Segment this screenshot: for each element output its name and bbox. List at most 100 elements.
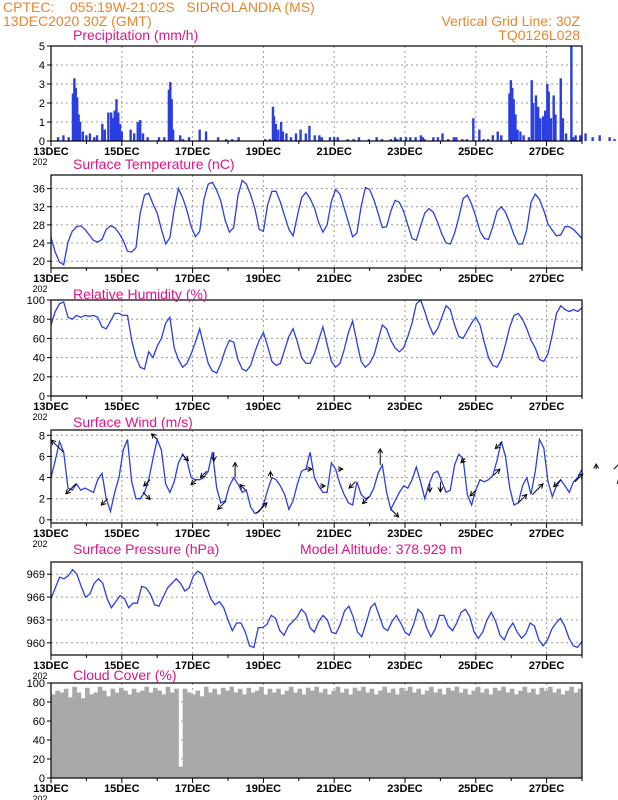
cloud-bar	[242, 694, 247, 778]
cloud-bar	[203, 686, 209, 778]
cloud-bar	[403, 690, 409, 778]
pres-xtick-label: 21DEC	[316, 660, 352, 672]
cloud-bar	[437, 688, 443, 778]
wind-vector-head	[65, 488, 71, 495]
wind-xtick-label: 23DEC	[387, 528, 423, 540]
precip-bar	[181, 139, 185, 141]
cloud-ytick-label: 20	[33, 754, 45, 766]
cloud-bar	[208, 692, 213, 778]
cloud-bar	[450, 690, 455, 778]
cloud-bar	[492, 687, 498, 778]
cloud-ytick-label: 0	[39, 773, 45, 785]
cloud-bar	[441, 694, 447, 778]
precip-bar	[333, 137, 336, 141]
precip-bar	[559, 78, 562, 141]
precip-bar	[88, 133, 92, 141]
precip-bar	[73, 78, 76, 141]
wind-vector	[200, 470, 208, 478]
rh-ytick-label: 40	[33, 353, 45, 365]
temp-xtick-label: 15DEC	[104, 273, 140, 285]
wind-vector-head	[361, 498, 368, 505]
precip-frame	[50, 45, 583, 142]
precip-bar	[231, 139, 234, 141]
precip-bar	[419, 135, 423, 141]
wind-year-stub: 202	[32, 539, 47, 549]
precip-bar	[132, 133, 136, 141]
cloud-bar	[131, 688, 137, 778]
wind-vector-head	[593, 463, 599, 469]
cloud-bar	[67, 697, 73, 778]
precip-bar	[561, 118, 565, 141]
cloud-bar	[284, 690, 290, 778]
temp-ytick-label: 28	[33, 220, 45, 232]
cloud-bar	[80, 698, 86, 778]
precip-bar	[171, 129, 175, 141]
wind-vector	[51, 439, 64, 453]
cloud-bar	[556, 688, 562, 778]
precip-bar	[74, 87, 77, 141]
cloud-bar	[463, 688, 468, 778]
cloud-bar	[263, 694, 269, 778]
wind-vector-head	[460, 457, 466, 464]
wind-vector	[348, 481, 356, 489]
wind-vector-head	[150, 433, 157, 439]
cloud-frame	[50, 682, 583, 779]
cloud-bar	[271, 692, 277, 778]
wind-vector-head	[261, 502, 268, 508]
precip-bar	[78, 122, 82, 141]
wind-xtick-label: 17DEC	[175, 528, 211, 540]
precip-bar	[304, 133, 308, 141]
pres-xtick-label: 15DEC	[104, 660, 140, 672]
wind-vector	[239, 484, 247, 491]
cloud-bar	[110, 688, 116, 778]
precip-bar	[536, 106, 540, 141]
precip-bar	[579, 135, 582, 141]
wind-vector	[493, 468, 501, 476]
wind-vector-head	[469, 490, 476, 497]
precip-bar	[111, 118, 114, 141]
precip-bar	[169, 82, 172, 141]
cloud-bar	[148, 692, 154, 778]
cloud-bar	[467, 694, 472, 778]
cloud-bar	[127, 694, 133, 778]
rh-title: Relative Humidity (%)	[73, 286, 208, 302]
cloud-bar	[161, 694, 167, 778]
precip-bar	[465, 139, 469, 141]
cloud-xtick-label: 13DEC	[33, 783, 69, 795]
cloud-bar	[514, 694, 519, 778]
cloud-bar	[407, 686, 413, 778]
pres-xtick-label: 13DEC	[33, 660, 69, 672]
precip-bar	[328, 137, 332, 141]
cloud-bar	[365, 692, 370, 778]
wind-vector-head	[307, 466, 313, 472]
cloud-bar	[123, 690, 128, 778]
cloud-bar	[390, 688, 396, 778]
temp-year-stub: 202	[32, 284, 47, 294]
precip-bar	[404, 137, 408, 141]
wind-vector	[143, 479, 151, 487]
model-id: TQ0126L028	[498, 27, 580, 43]
wind-vector	[255, 502, 268, 514]
temp-ytick-label: 20	[33, 256, 45, 268]
cloud-bar	[318, 692, 324, 778]
precip-bar	[216, 137, 220, 141]
cloud-bar	[475, 686, 481, 778]
precip-bar	[352, 139, 355, 141]
wind-vector-head	[100, 500, 107, 506]
cloud-bar	[246, 687, 252, 778]
cloud-bar	[348, 694, 354, 778]
precip-bar	[522, 135, 525, 141]
wind-vector-head	[211, 456, 217, 463]
cloud-bar	[484, 688, 489, 778]
cloud-bar	[327, 694, 332, 778]
precip-bar	[539, 118, 542, 141]
wind-vector-head	[232, 461, 238, 468]
precip-bar	[564, 133, 568, 141]
cloud-bar	[237, 688, 243, 778]
precip-bar	[318, 135, 321, 141]
wind-xtick-label: 27DEC	[529, 528, 565, 540]
wind-vector-head	[190, 479, 197, 486]
cloud-bar	[55, 690, 60, 778]
precip-bar	[423, 139, 426, 141]
precip-bar	[346, 139, 349, 141]
